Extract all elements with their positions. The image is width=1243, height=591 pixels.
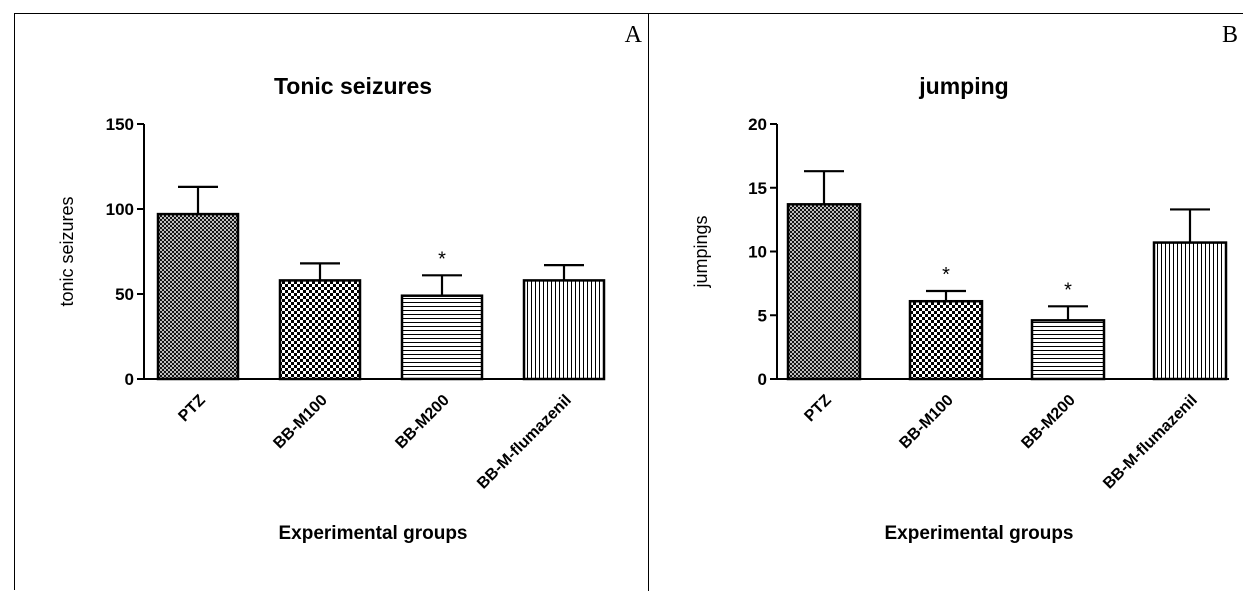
bar-ptz [156, 212, 240, 381]
y-tick-label: 50 [115, 285, 134, 304]
x-axis-label: Experimental groups [279, 523, 468, 544]
y-tick-label: 150 [106, 115, 134, 134]
bar-bb-m200 [1030, 319, 1106, 381]
bar-bb-m100 [278, 279, 362, 381]
y-tick-label: 10 [748, 243, 767, 262]
x-tick-label: PTZ [175, 392, 209, 426]
bar-bb-m100 [908, 299, 984, 381]
panel-letter-a: A [624, 22, 642, 48]
y-tick-label: 5 [758, 306, 767, 325]
y-tick-label: 0 [125, 370, 134, 389]
x-tick-label: BB-M-flumazenil [474, 392, 575, 493]
significance-marker: * [942, 264, 950, 286]
y-axis-label: jumpings [691, 215, 711, 288]
bar-bb-m-flumazenil [1152, 241, 1228, 381]
bar-bb-m-flumazenil [522, 279, 606, 381]
x-tick-label: BB-M200 [1018, 392, 1079, 453]
y-tick-label: 100 [106, 200, 134, 219]
chart-title: Tonic seizures [274, 73, 432, 99]
chart-tonic-seizures: Tonic seizures tonic seizures 0 50 100 150 PTZ… [57, 73, 606, 544]
panel-b: B jumping jumpings 0 5 10 15 20 PTZ * BB-M100 * BB-… [649, 14, 1243, 591]
y-axis-label: tonic seizures [57, 196, 77, 306]
panel-a: A Tonic seizures tonic seizures 0 50 100 150 P… [15, 14, 649, 591]
x-tick-label: BB-M-flumazenil [1100, 392, 1201, 493]
chart-title: jumping [918, 73, 1008, 99]
panel-letter-b: B [1221, 22, 1238, 48]
chart-jumping: jumping jumpings 0 5 10 15 20 PTZ * BB-M100 * BB-M2… [691, 73, 1229, 544]
x-tick-label: BB-M100 [896, 392, 957, 453]
x-tick-label: PTZ [801, 392, 835, 426]
significance-marker: * [1064, 279, 1072, 301]
y-tick-label: 20 [748, 115, 767, 134]
bar-bb-m200 [400, 294, 484, 381]
significance-marker: * [438, 248, 446, 270]
y-tick-label: 15 [748, 179, 767, 198]
figure-grid: A Tonic seizures tonic seizures 0 50 100 150 P… [14, 13, 1243, 591]
x-tick-label: BB-M100 [270, 392, 331, 453]
bar-ptz [786, 203, 862, 381]
x-tick-label: BB-M200 [392, 392, 453, 453]
y-tick-label: 0 [758, 370, 767, 389]
x-axis-label: Experimental groups [885, 523, 1074, 544]
